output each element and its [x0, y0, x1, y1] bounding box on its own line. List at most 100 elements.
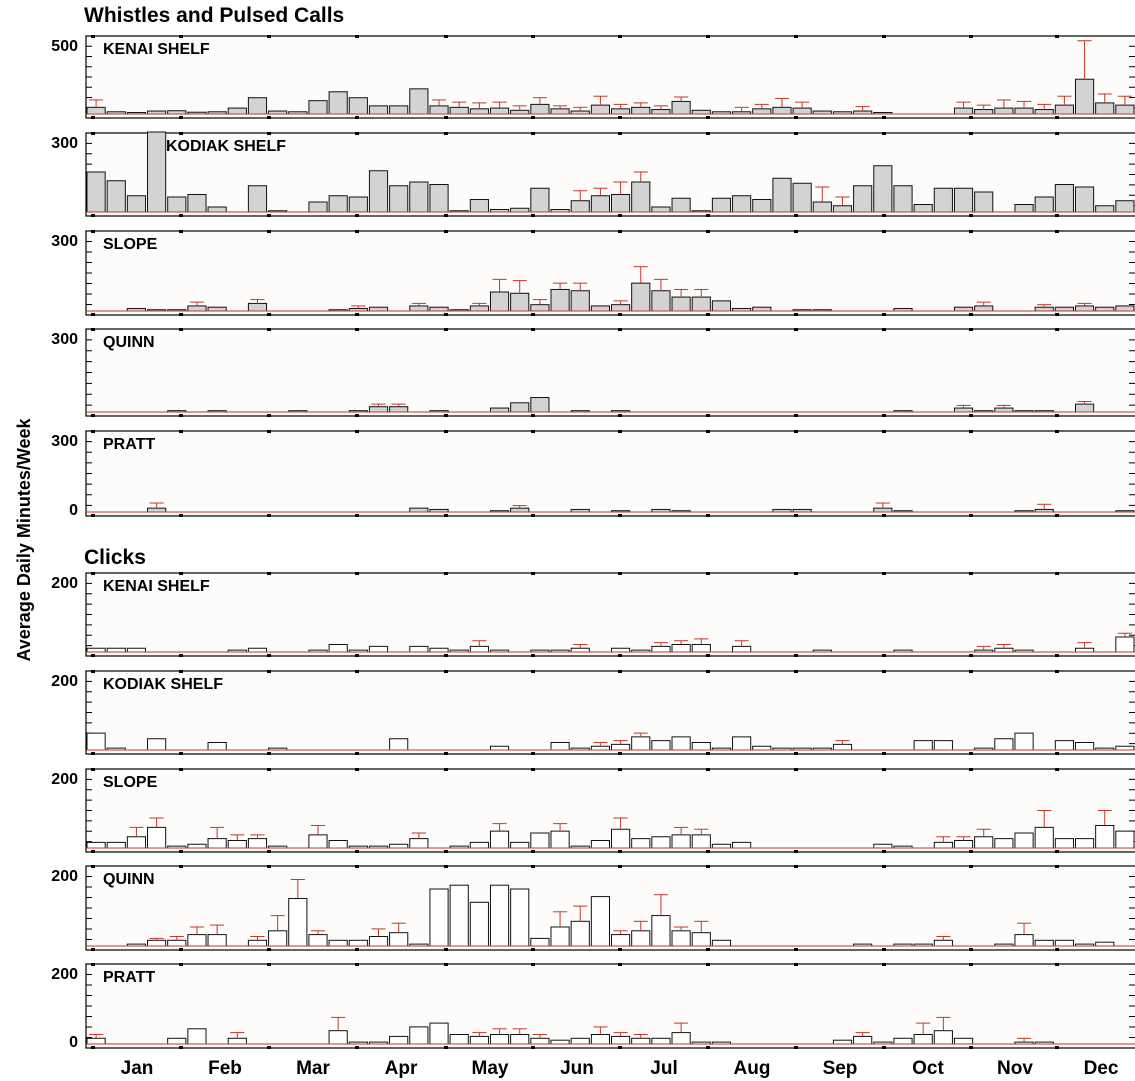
month-tick-bottom — [91, 1046, 95, 1049]
bar — [1115, 636, 1135, 653]
bar — [974, 109, 994, 115]
month-tick-bottom — [355, 1046, 359, 1049]
bar — [510, 507, 530, 513]
bar — [611, 647, 631, 653]
month-tick-top — [794, 768, 798, 771]
month-tick-top — [179, 230, 183, 233]
bar — [469, 305, 489, 312]
bar — [671, 930, 691, 947]
bar — [489, 1034, 510, 1045]
bar — [711, 843, 732, 849]
month-tick-label: Nov — [997, 1058, 1033, 1079]
bar — [853, 185, 873, 213]
panel: 500 KENAI SHELF — [51, 35, 1135, 119]
bar — [187, 194, 207, 213]
bar — [953, 1037, 974, 1045]
bar — [570, 920, 590, 947]
month-tick-bottom — [794, 752, 798, 755]
bar — [651, 1037, 671, 1045]
month-tick-label: Dec — [1084, 1058, 1119, 1079]
bar — [1054, 939, 1074, 947]
month-tick-top — [91, 35, 95, 38]
bar — [994, 838, 1014, 849]
month-tick-top — [531, 670, 535, 673]
y-tick-label: 200 — [51, 868, 78, 885]
month-tick-label: Mar — [296, 1058, 330, 1079]
month-tick-label: Aug — [734, 1058, 771, 1079]
month-tick-bottom — [1055, 414, 1059, 417]
bar — [752, 199, 772, 213]
month-tick-top — [355, 572, 359, 575]
bar — [590, 745, 610, 751]
bar — [227, 107, 247, 115]
bar — [409, 1026, 429, 1045]
bar — [1014, 934, 1034, 947]
month-tick-bottom — [355, 214, 359, 217]
bar — [590, 1034, 610, 1045]
month-tick-bottom — [882, 850, 886, 853]
month-tick-bottom — [969, 752, 973, 755]
bar — [147, 738, 167, 751]
bar — [651, 645, 671, 653]
bar — [631, 736, 651, 751]
panel-frame — [85, 963, 1135, 1049]
bar — [1014, 832, 1034, 849]
bar — [489, 830, 510, 849]
month-tick-bottom — [882, 313, 886, 316]
month-tick-top — [444, 35, 448, 38]
bar — [106, 841, 126, 849]
bar — [1054, 104, 1074, 115]
month-tick-top — [267, 865, 271, 868]
bar — [570, 290, 590, 312]
month-tick-top — [794, 430, 798, 433]
month-tick-top — [1055, 572, 1059, 575]
month-tick-top — [706, 35, 710, 38]
month-tick-bottom — [267, 1046, 271, 1049]
bar — [167, 1037, 187, 1045]
month-tick-bottom — [444, 514, 448, 517]
month-tick-top — [355, 963, 359, 966]
bar — [106, 180, 126, 213]
month-tick-bottom — [969, 948, 973, 951]
bar — [752, 745, 772, 751]
bar — [691, 644, 711, 653]
bar — [469, 1035, 489, 1045]
bar — [409, 507, 429, 513]
month-tick-bottom — [969, 514, 973, 517]
month-tick-bottom — [267, 850, 271, 853]
bar — [1054, 838, 1074, 849]
y-tick-label: 200 — [51, 966, 78, 983]
month-tick-top — [355, 430, 359, 433]
bar — [530, 1037, 550, 1045]
bar — [328, 1030, 348, 1045]
bar — [953, 187, 974, 213]
month-tick-bottom — [969, 1046, 973, 1049]
bar — [368, 645, 389, 653]
month-tick-top — [531, 132, 535, 135]
month-tick-bottom — [179, 514, 183, 517]
month-tick-top — [1055, 963, 1059, 966]
month-tick-top — [267, 230, 271, 233]
month-tick-top — [706, 132, 710, 135]
month-tick-top — [179, 328, 183, 331]
bar — [348, 939, 368, 947]
month-tick-top — [618, 230, 622, 233]
month-tick-bottom — [267, 313, 271, 316]
bar — [1074, 403, 1095, 413]
month-tick-top — [969, 768, 973, 771]
month-tick-bottom — [531, 752, 535, 755]
bar — [187, 843, 207, 849]
bar — [550, 830, 570, 849]
bar — [550, 926, 570, 947]
bar — [449, 1034, 469, 1045]
bar — [732, 736, 752, 751]
bar — [1014, 107, 1034, 115]
month-tick-top — [969, 865, 973, 868]
panel: 300 0 PRATT — [51, 430, 1135, 519]
month-tick-bottom — [179, 214, 183, 217]
bar — [389, 105, 409, 115]
bar — [671, 834, 691, 849]
bar — [691, 109, 711, 115]
month-tick-bottom — [969, 313, 973, 316]
month-tick-bottom — [355, 752, 359, 755]
